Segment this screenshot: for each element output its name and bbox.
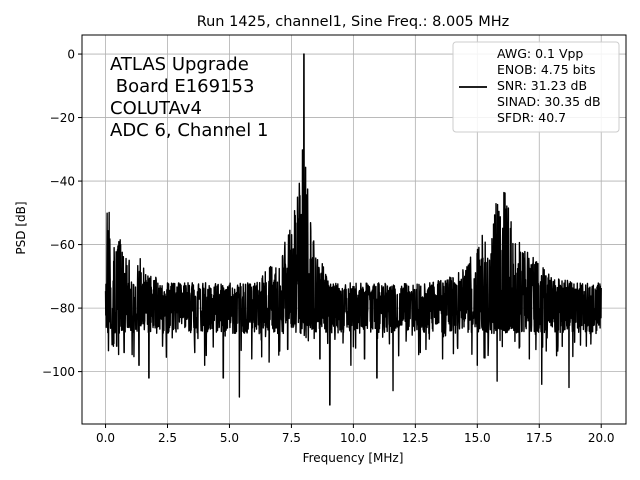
psd-series-line (104, 53, 602, 406)
x-ticks: 0.0 2.5 5.0 7.5 10.0 12.5 15.0 17.5 20.0 (96, 424, 615, 445)
y-tick-label: −20 (50, 111, 75, 125)
y-tick-label: −80 (50, 302, 75, 316)
legend-entry-3: SNR: 31.23 dB (497, 78, 587, 93)
x-tick-label: 0.0 (96, 431, 115, 445)
legend-entry-4: SINAD: 30.35 dB (497, 94, 601, 109)
y-tick-label: −60 (50, 238, 75, 252)
legend-entry-1: AWG: 0.1 Vpp (497, 46, 583, 61)
x-axis-label: Frequency [MHz] (303, 451, 404, 465)
plot-area (104, 53, 602, 406)
x-tick-label: 15.0 (464, 431, 491, 445)
legend: AWG: 0.1 Vpp ENOB: 4.75 bits SNR: 31.23 … (452, 41, 620, 133)
y-axis-label: PSD [dB] (14, 201, 28, 254)
annotation-line-3: COLUTAv4 (110, 98, 202, 119)
x-tick-label: 2.5 (158, 431, 177, 445)
annotation-line-1: ATLAS Upgrade (110, 54, 249, 75)
axes-frame (81, 34, 627, 425)
x-tick-label: 17.5 (526, 431, 553, 445)
x-tick-label: 20.0 (588, 431, 615, 445)
x-tick-label: 5.0 (220, 431, 239, 445)
y-tick-label: −100 (42, 365, 75, 379)
y-ticks: 0 −20 −40 −60 −80 −100 (42, 48, 82, 379)
legend-entry-2: ENOB: 4.75 bits (497, 62, 595, 77)
x-tick-label: 7.5 (282, 431, 301, 445)
y-tick-label: −40 (50, 175, 75, 189)
legend-entry-5: SFDR: 40.7 (497, 110, 566, 125)
board-annotation: ATLAS Upgrade Board E169153 COLUTAv4 ADC… (110, 54, 268, 141)
x-tick-label: 10.0 (340, 431, 367, 445)
annotation-line-4: ADC 6, Channel 1 (110, 120, 268, 141)
y-tick-label: 0 (67, 48, 75, 62)
x-tick-label: 12.5 (402, 431, 429, 445)
annotation-line-2: Board E169153 (110, 76, 254, 97)
legend-box (452, 41, 620, 133)
chart-title: Run 1425, channel1, Sine Freq.: 8.005 MH… (197, 14, 510, 30)
